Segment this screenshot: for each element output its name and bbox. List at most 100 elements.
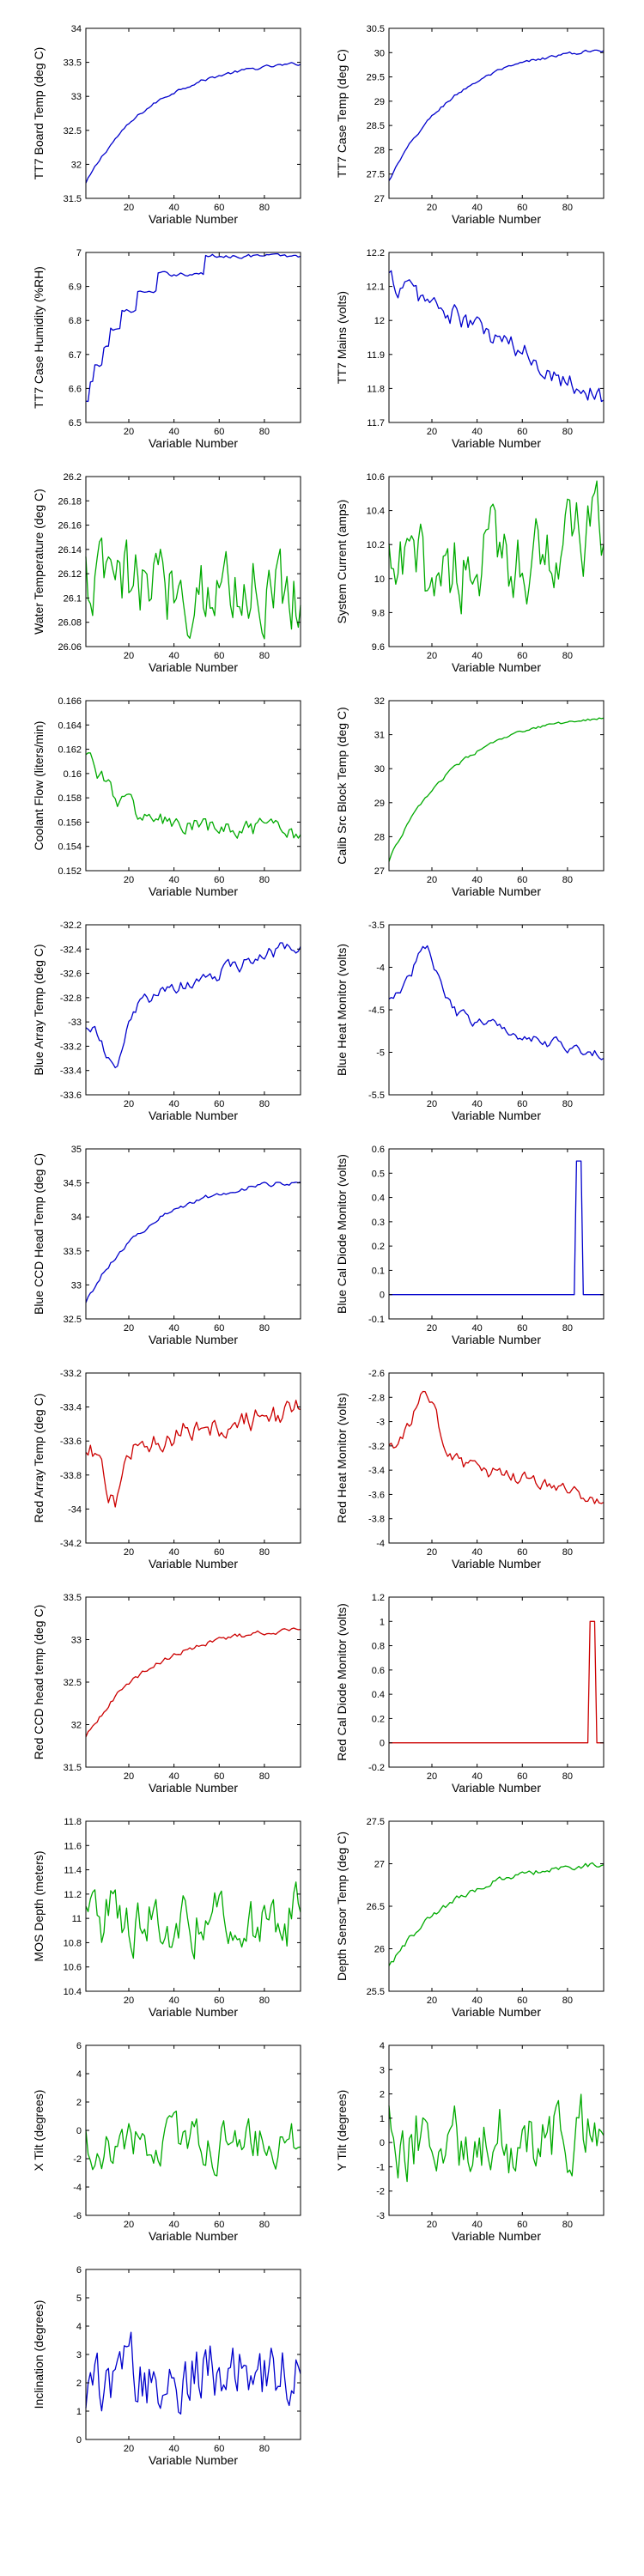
series-line — [85, 752, 301, 839]
x-tick-label: 60 — [517, 651, 527, 661]
chart-panel-11: 20 40 60 80 32.5 33 33.5 34 34.5 35 Variable Numbe… — [32, 1145, 301, 1346]
y-tick-label: 0.152 — [58, 866, 82, 877]
plot-frame — [388, 2044, 605, 2216]
y-tick-label: 12.1 — [367, 283, 385, 293]
plot-frame — [85, 1596, 301, 1768]
y-tick-label: -3.6 — [368, 1490, 385, 1500]
chart-panel-13: 20 40 60 80 -34.2 -34 -33.8 -33.6 -33.4 -33.2 Vari… — [32, 1369, 301, 1571]
y-tick-label: 12.2 — [367, 248, 385, 258]
x-tick-label: 60 — [517, 1547, 527, 1558]
x-tick-label: 40 — [472, 1771, 483, 1782]
y-tick-label: 6.9 — [69, 283, 82, 293]
plot-frame — [388, 1596, 605, 1768]
y-tick-label: 35 — [71, 1145, 82, 1155]
y-tick-label: 4 — [76, 2322, 82, 2332]
series-line — [85, 942, 301, 1069]
y-axis-label: Blue Array Temp (deg C) — [32, 944, 46, 1075]
y-tick-label: 29.5 — [367, 73, 385, 83]
y-tick-label: 10.4 — [367, 507, 385, 517]
x-tick-label: 60 — [517, 2220, 527, 2230]
y-axis-label: Red Array Temp (deg C) — [32, 1394, 46, 1523]
x-tick-label: 60 — [517, 1323, 527, 1334]
x-axis-label: Variable Number — [149, 884, 238, 898]
y-tick-label: 0 — [76, 2435, 82, 2445]
y-tick-label: 9.6 — [372, 642, 385, 653]
y-tick-label: 6.7 — [69, 350, 82, 361]
x-tick-label: 20 — [427, 1996, 437, 2006]
x-tick-label: 60 — [214, 1323, 224, 1334]
plot-frame — [85, 700, 301, 872]
y-tick-label: 34 — [71, 1212, 82, 1223]
y-tick-label: -6 — [73, 2211, 82, 2221]
plot-frame — [85, 476, 301, 647]
chart-panel-10: 20 40 60 80 -5.5 -5 -4.5 -4 -3.5 Variable Number B… — [335, 920, 605, 1122]
y-tick-label: 0.4 — [372, 1690, 385, 1700]
series-line — [85, 62, 301, 184]
y-tick-label: 32 — [374, 696, 385, 707]
y-tick-label: 30 — [374, 764, 385, 775]
x-tick-label: 80 — [562, 1323, 573, 1334]
x-tick-label: 80 — [562, 875, 573, 885]
x-tick-label: 60 — [214, 1099, 224, 1109]
y-tick-label: 2 — [76, 2098, 82, 2108]
y-tick-label: 0.162 — [58, 745, 82, 756]
y-tick-label: 6.6 — [69, 384, 82, 394]
y-tick-label: 34 — [71, 24, 82, 34]
y-tick-label: 3 — [380, 2065, 385, 2075]
y-axis-label: MOS Depth (meters) — [32, 1850, 46, 1961]
x-tick-label: 20 — [124, 1547, 134, 1558]
y-tick-label: 10.6 — [64, 1963, 82, 1973]
y-tick-label: 31 — [374, 731, 385, 741]
chart-panel-17: 20 40 60 80 10.4 10.6 10.8 11 11.2 11.4 11.6 11.8 Va… — [32, 1817, 301, 2019]
y-tick-label: 0.154 — [58, 842, 82, 853]
y-tick-label: -32.6 — [60, 969, 82, 980]
x-axis-label: Variable Number — [149, 1781, 238, 1795]
y-tick-label: 27.5 — [367, 170, 385, 180]
y-tick-label: 26.14 — [58, 545, 82, 556]
series-line — [388, 49, 605, 181]
y-tick-label: 29 — [374, 799, 385, 809]
y-tick-label: 4 — [76, 2069, 82, 2080]
x-tick-label: 20 — [124, 1323, 134, 1334]
y-tick-label: -5.5 — [368, 1091, 385, 1101]
x-tick-label: 60 — [517, 875, 527, 885]
y-axis-label: TT7 Board Temp (deg C) — [32, 47, 46, 180]
y-tick-label: 12 — [374, 316, 385, 326]
x-tick-label: 40 — [169, 1547, 179, 1558]
x-tick-label: 40 — [169, 1323, 179, 1334]
x-tick-label: 60 — [214, 1771, 224, 1782]
y-tick-label: 11 — [72, 1914, 82, 1924]
x-axis-label: Variable Number — [149, 1557, 238, 1571]
y-tick-label: 26.2 — [64, 472, 82, 483]
x-tick-label: 40 — [169, 2444, 179, 2454]
x-axis-label: Variable Number — [452, 660, 541, 674]
y-tick-label: -32.8 — [60, 993, 82, 1004]
y-tick-label: 27 — [374, 1860, 385, 1870]
y-tick-label: 33.5 — [64, 1593, 82, 1603]
y-tick-label: 9.8 — [372, 608, 385, 618]
x-tick-label: 80 — [259, 2444, 270, 2454]
y-tick-label: 0.2 — [372, 1714, 385, 1724]
plot-frame — [388, 252, 605, 423]
y-tick-label: 32.5 — [64, 1315, 82, 1325]
y-tick-label: 0 — [380, 1291, 385, 1301]
chart-panel-14: 20 40 60 80 -4 -3.8 -3.6 -3.4 -3.2 -3 -2.8 -2.6 Vari… — [335, 1369, 605, 1571]
x-tick-label: 60 — [517, 1996, 527, 2006]
y-tick-label: 26.18 — [58, 496, 82, 507]
x-axis-label: Variable Number — [149, 436, 238, 450]
y-tick-label: -33.4 — [60, 1403, 82, 1413]
y-tick-label: -32.4 — [60, 945, 82, 955]
y-tick-label: 33 — [71, 1636, 82, 1646]
y-tick-label: 0.164 — [58, 720, 82, 731]
y-tick-label: 0.1 — [372, 1266, 385, 1276]
y-tick-label: 6 — [76, 2041, 82, 2051]
x-tick-label: 40 — [472, 875, 483, 885]
plot-frame — [85, 27, 301, 199]
x-tick-label: 20 — [427, 1323, 437, 1334]
y-tick-label: 32 — [71, 160, 82, 170]
y-tick-label: 10.6 — [367, 472, 385, 483]
x-axis-label: Variable Number — [452, 436, 541, 450]
y-tick-label: 26.1 — [64, 593, 82, 604]
series-line — [389, 1620, 604, 1744]
y-tick-label: 0 — [76, 2126, 82, 2136]
